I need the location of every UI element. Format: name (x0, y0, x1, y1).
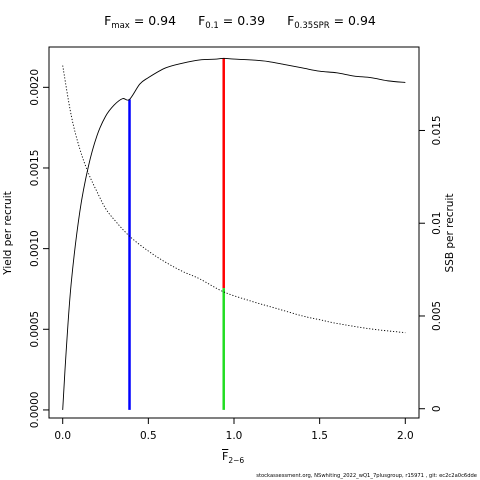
y-axis-label-left: Yield per recruit (2, 191, 14, 275)
x-tick-label: 0.5 (140, 430, 157, 442)
y-right-tick-label: 0.015 (431, 115, 443, 145)
y-left-tick-label: 0.0000 (29, 392, 41, 429)
footer-note: stockassessment.org, NSwhiting_2022_wQ1_… (256, 473, 477, 479)
yield-per-recruit-curve (62, 57, 406, 410)
x-tick-label: 0.0 (54, 430, 71, 442)
title-f01: F0.1 = 0.39 (198, 13, 266, 31)
plot-frame (48, 46, 420, 419)
ssb-per-recruit-curve (62, 65, 406, 334)
x-tick-label: 1.5 (311, 430, 328, 442)
y-left-tick-label: 0.0010 (29, 230, 41, 267)
x-tick-label: 1.0 (226, 430, 243, 442)
title-f035spr: F0.35SPR = 0.94 (287, 13, 376, 31)
y-left-tick-label: 0.0020 (29, 69, 41, 106)
y-right-tick-label: 0.01 (431, 212, 443, 235)
y-right-tick-label: 0.005 (431, 301, 443, 331)
y-right-tick-label: 0 (431, 405, 443, 412)
chart-title: Fmax = 0.94 F0.1 = 0.39 F0.35SPR = 0.94 (0, 13, 480, 31)
x-tick-label: 2.0 (397, 430, 414, 442)
x-axis-label: F2−6 (222, 450, 245, 465)
y-left-tick-label: 0.0015 (29, 150, 41, 187)
y-axis-label-right: SSB per recruit (444, 194, 456, 273)
y-left-tick-label: 0.0005 (29, 311, 41, 348)
title-fmax: Fmax = 0.94 (104, 13, 177, 31)
